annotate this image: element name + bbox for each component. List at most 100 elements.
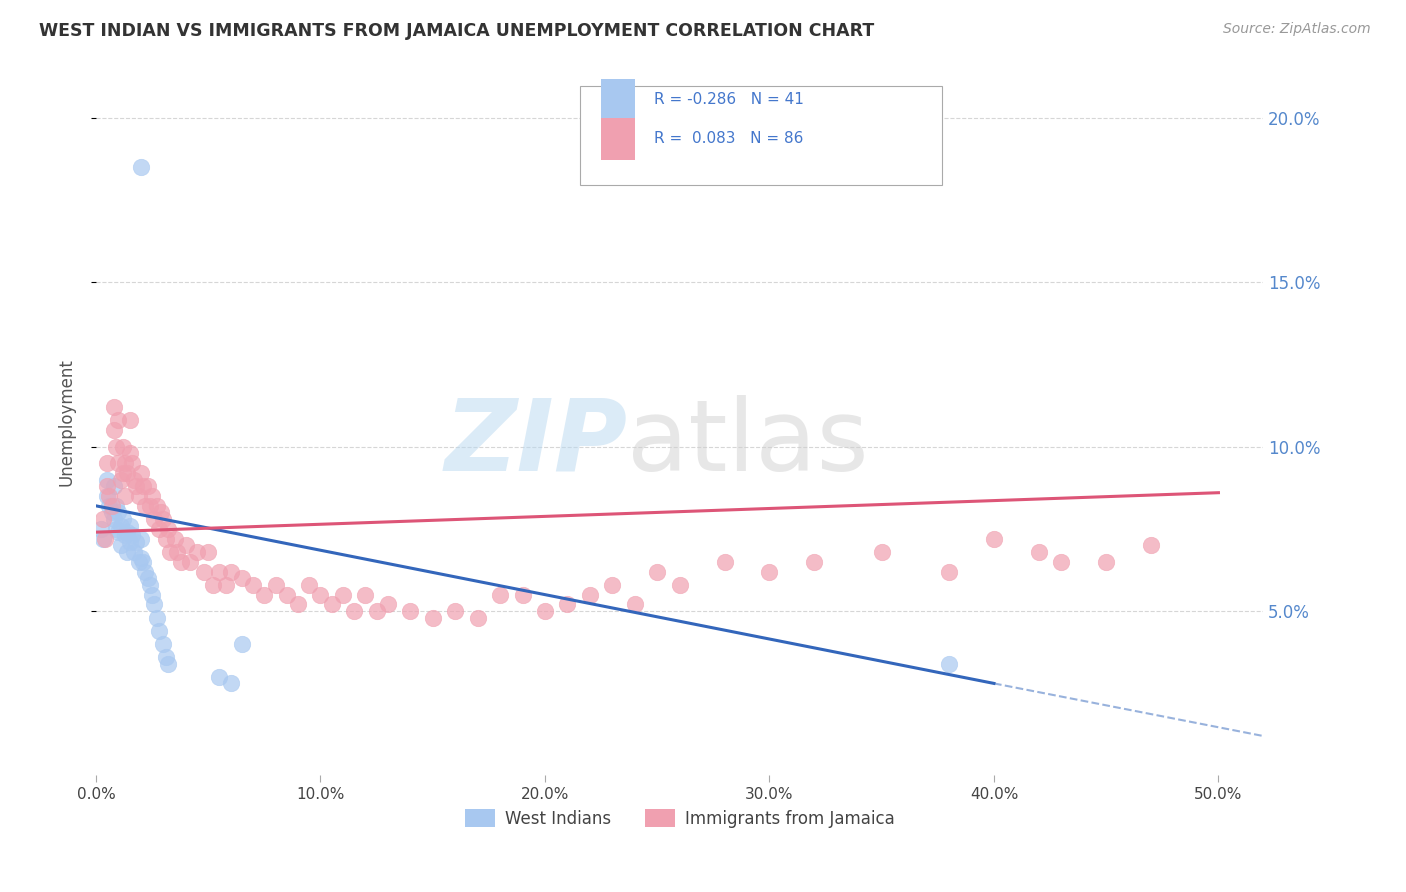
Point xyxy=(645,565,668,579)
Point xyxy=(111,512,134,526)
Point xyxy=(489,588,512,602)
Point xyxy=(321,598,343,612)
Text: R =  0.083   N = 86: R = 0.083 N = 86 xyxy=(654,131,803,146)
Point xyxy=(166,545,188,559)
Point xyxy=(118,535,141,549)
Point xyxy=(354,588,377,602)
Point xyxy=(128,489,150,503)
Point xyxy=(139,578,162,592)
Point xyxy=(111,440,134,454)
Point xyxy=(121,456,143,470)
Point xyxy=(132,555,155,569)
Point xyxy=(96,479,118,493)
Point xyxy=(155,650,177,665)
Point xyxy=(467,610,489,624)
Point xyxy=(444,604,467,618)
Point xyxy=(129,466,152,480)
Point xyxy=(938,565,960,579)
Point xyxy=(129,551,152,566)
Point xyxy=(179,555,201,569)
Point xyxy=(110,538,132,552)
Point xyxy=(107,413,129,427)
Point xyxy=(174,538,197,552)
Point xyxy=(152,637,174,651)
Point xyxy=(152,512,174,526)
Point xyxy=(105,440,128,454)
Point xyxy=(983,532,1005,546)
Point xyxy=(150,505,173,519)
Point xyxy=(377,598,399,612)
Legend: West Indians, Immigrants from Jamaica: West Indians, Immigrants from Jamaica xyxy=(458,803,901,834)
Point xyxy=(215,578,238,592)
Point xyxy=(91,512,114,526)
Point xyxy=(121,528,143,542)
Point xyxy=(107,505,129,519)
Point xyxy=(298,578,321,592)
Point xyxy=(100,505,122,519)
Point xyxy=(159,545,181,559)
Point xyxy=(602,578,624,592)
Point xyxy=(110,473,132,487)
Point xyxy=(125,479,148,493)
Point xyxy=(264,578,287,592)
Y-axis label: Unemployment: Unemployment xyxy=(58,358,75,486)
Point xyxy=(399,604,422,618)
Point xyxy=(91,532,114,546)
Point xyxy=(219,565,242,579)
Point xyxy=(1028,545,1050,559)
Point xyxy=(134,499,156,513)
Point xyxy=(208,670,231,684)
Point xyxy=(713,555,735,569)
Point xyxy=(122,545,145,559)
Point xyxy=(129,160,152,174)
Point xyxy=(186,545,208,559)
Point xyxy=(128,555,150,569)
Point xyxy=(148,522,170,536)
Point xyxy=(253,588,276,602)
Point xyxy=(276,588,298,602)
Point xyxy=(96,456,118,470)
Point xyxy=(668,578,690,592)
Point xyxy=(98,489,121,503)
Point xyxy=(117,525,139,540)
FancyBboxPatch shape xyxy=(602,118,636,160)
Point xyxy=(242,578,264,592)
Point xyxy=(512,588,534,602)
Point xyxy=(579,588,602,602)
Point xyxy=(114,489,136,503)
Point xyxy=(96,473,118,487)
Point xyxy=(231,571,253,585)
Point xyxy=(136,479,159,493)
FancyBboxPatch shape xyxy=(581,87,942,186)
Text: ZIP: ZIP xyxy=(444,395,627,491)
Point xyxy=(114,528,136,542)
Point xyxy=(105,522,128,536)
Point xyxy=(100,499,122,513)
Point xyxy=(118,518,141,533)
Point xyxy=(103,423,125,437)
Text: WEST INDIAN VS IMMIGRANTS FROM JAMAICA UNEMPLOYMENT CORRELATION CHART: WEST INDIAN VS IMMIGRANTS FROM JAMAICA U… xyxy=(39,22,875,40)
Point xyxy=(114,456,136,470)
Point xyxy=(139,499,162,513)
Point xyxy=(366,604,388,618)
Point xyxy=(118,446,141,460)
Point xyxy=(103,479,125,493)
Point xyxy=(163,532,186,546)
Point xyxy=(287,598,309,612)
Point xyxy=(534,604,557,618)
Point xyxy=(422,610,444,624)
Point xyxy=(107,525,129,540)
Point xyxy=(125,535,148,549)
Point xyxy=(870,545,893,559)
Text: atlas: atlas xyxy=(627,395,869,491)
Point xyxy=(219,676,242,690)
Point xyxy=(98,499,121,513)
Point xyxy=(1050,555,1073,569)
Point xyxy=(143,598,166,612)
Point xyxy=(208,565,231,579)
Point xyxy=(107,456,129,470)
Point xyxy=(193,565,215,579)
Point xyxy=(103,401,125,415)
Point xyxy=(141,489,163,503)
Point xyxy=(557,598,579,612)
